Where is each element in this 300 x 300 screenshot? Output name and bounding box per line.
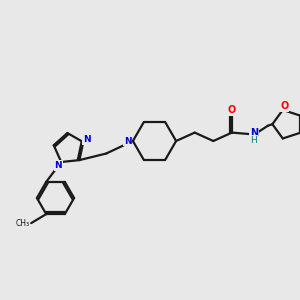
Text: CH₃: CH₃ — [16, 219, 30, 228]
Text: O: O — [280, 101, 288, 111]
Text: N: N — [250, 128, 258, 139]
Text: O: O — [228, 105, 236, 115]
Text: N: N — [124, 136, 132, 146]
Text: H: H — [250, 136, 257, 145]
Text: N: N — [54, 161, 62, 170]
Text: N: N — [83, 135, 91, 144]
